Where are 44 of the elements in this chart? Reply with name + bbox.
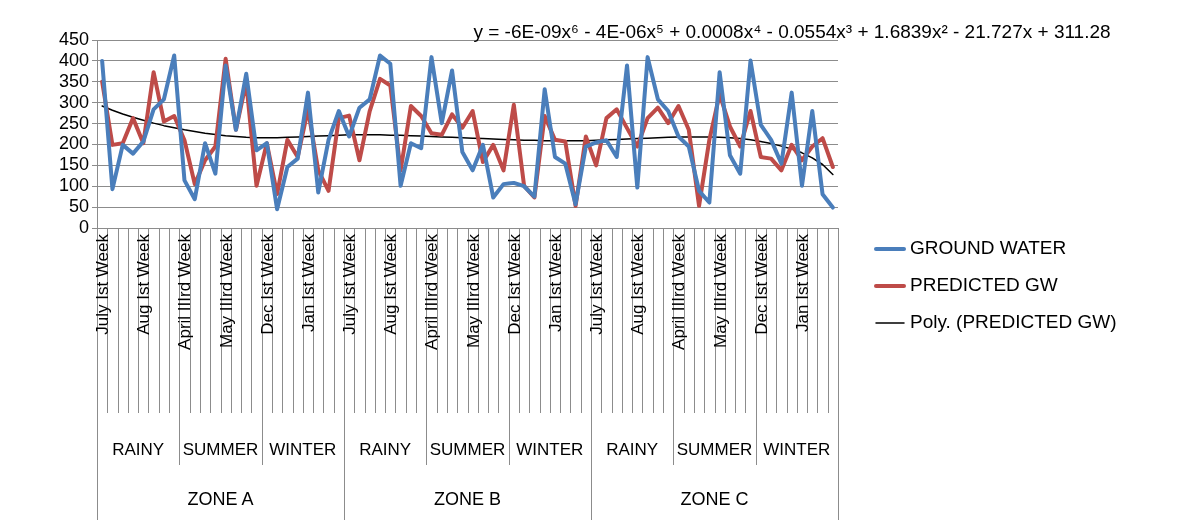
y-tick-label: 50 — [68, 196, 89, 217]
x-tick-label: July Ist Week — [93, 233, 113, 335]
text: WINTER — [516, 439, 584, 459]
text: RAINY — [606, 439, 659, 459]
text: ZONE A — [187, 488, 254, 509]
y-tick-label: 250 — [58, 112, 89, 133]
legend-label: Poly. (PREDICTED GW) — [910, 311, 1117, 333]
x-tick-label: Aug Ist Week — [134, 233, 154, 335]
x-tick-label: Aug Ist Week — [381, 233, 401, 335]
x-tick-label: April IIIrd Week — [422, 233, 442, 350]
x-tick-label: May IIIrd Week — [710, 233, 730, 348]
x-tick-label: July Ist Week — [587, 233, 607, 335]
x-tick-label: Dec Ist Week — [257, 233, 277, 335]
text: SUMMER — [429, 439, 506, 459]
text: SUMMER — [676, 439, 753, 459]
annotation: y = -6E-09x⁶ - 4E-06x⁵ + 0.0008x⁴ - 0.0554x³ + 1.6839x² - 21.727x + 311.28 — [473, 21, 1111, 42]
y-tick-label: 350 — [58, 70, 89, 91]
legend-label: PREDICTED GW — [910, 274, 1058, 296]
x-tick-label: Aug Ist Week — [628, 233, 648, 335]
y-tick-label: 450 — [58, 28, 89, 49]
legend-label: GROUND WATER — [910, 237, 1067, 259]
x-tick-label: Jan Ist Week — [298, 233, 318, 332]
y-tick-label: 200 — [58, 133, 89, 154]
x-tick-label: Dec Ist Week — [751, 233, 771, 335]
x-tick-label: Jan Ist Week — [792, 233, 812, 332]
x-tick-label: May IIIrd Week — [463, 233, 483, 348]
x-tick-label: May IIIrd Week — [216, 233, 236, 348]
text: ZONE C — [680, 488, 749, 509]
x-tick-label: April IIIrd Week — [175, 233, 195, 350]
y-tick-label: 400 — [58, 49, 89, 70]
text: RAINY — [112, 439, 165, 459]
x-tick-label: July Ist Week — [340, 233, 360, 335]
y-tick-label: 300 — [58, 91, 89, 112]
text: WINTER — [269, 439, 337, 459]
text: ZONE B — [433, 488, 502, 509]
text: RAINY — [359, 439, 412, 459]
text: SUMMER — [182, 439, 259, 459]
x-tick-label: Dec Ist Week — [504, 233, 524, 335]
x-tick-label: April IIIrd Week — [669, 233, 689, 350]
y-tick-label: 0 — [78, 216, 89, 237]
x-tick-label: Jan Ist Week — [545, 233, 565, 332]
y-tick-label: 150 — [58, 154, 89, 175]
y-tick-label: 100 — [58, 175, 89, 196]
text: WINTER — [763, 439, 831, 459]
